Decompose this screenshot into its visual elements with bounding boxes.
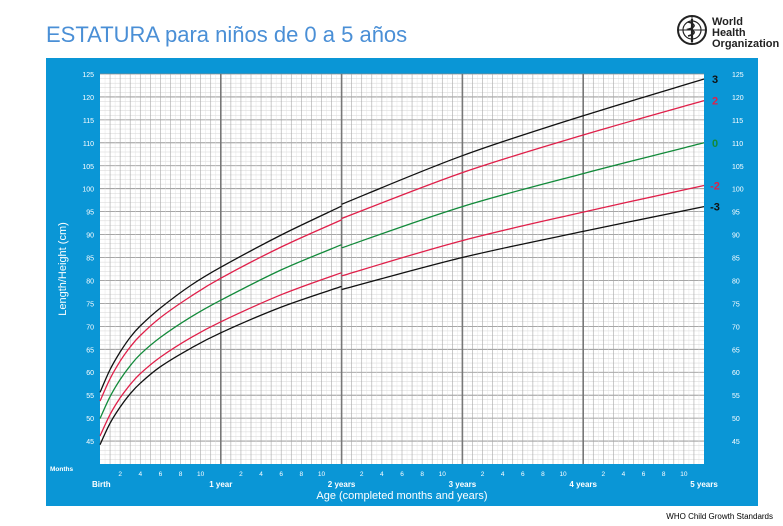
y-tick-label-left: 125	[82, 72, 94, 79]
y-tick-label-right: 110	[732, 141, 743, 148]
series-line-minus3	[341, 205, 705, 291]
month-tick-label: 10	[197, 471, 205, 478]
month-tick-label: 6	[642, 471, 646, 478]
month-tick-label: 10	[680, 471, 688, 478]
y-tick-label-left: 100	[82, 187, 94, 194]
who-logo: World Health Organization	[676, 14, 779, 50]
month-tick-label: 10	[559, 471, 567, 478]
year-tick-label: 3 years	[449, 480, 477, 489]
y-tick-label-left: 90	[86, 233, 94, 240]
month-tick-label: 10	[439, 471, 447, 478]
month-tick-label: 8	[300, 471, 304, 478]
y-tick-label-right: 125	[732, 72, 744, 79]
month-tick-label: 4	[138, 471, 142, 478]
month-tick-label: 6	[279, 471, 283, 478]
month-tick-label: 2	[118, 471, 122, 478]
series-line-2	[99, 219, 342, 402]
y-tick-label-right: 95	[732, 210, 740, 217]
series-label: 2	[712, 96, 718, 108]
months-label: Months	[50, 466, 73, 473]
month-tick-label: 2	[239, 471, 243, 478]
footer-source: WHO Child Growth Standards	[666, 512, 773, 521]
x-axis-label: Age (completed months and years)	[316, 490, 487, 502]
y-tick-label-left: 45	[86, 439, 94, 446]
y-tick-label-left: 75	[86, 301, 94, 308]
y-tick-label-left: 65	[86, 347, 94, 354]
y-tick-label-left: 70	[86, 324, 94, 331]
y-tick-label-left: 110	[83, 141, 94, 148]
month-tick-label: 8	[179, 471, 183, 478]
month-tick-label: 2	[481, 471, 485, 478]
y-tick-label-right: 50	[732, 416, 740, 423]
chart-series	[99, 78, 705, 445]
y-tick-label-left: 105	[82, 164, 94, 171]
month-tick-label: 8	[541, 471, 545, 478]
y-tick-label-right: 45	[732, 439, 740, 446]
y-tick-label-right: 90	[732, 233, 740, 240]
y-tick-label-right: 80	[732, 278, 740, 285]
y-tick-label-right: 70	[732, 324, 740, 331]
series-line-0	[99, 244, 342, 419]
month-tick-label: 6	[159, 471, 163, 478]
y-tick-label-right: 115	[732, 118, 743, 125]
series-line-3	[341, 78, 705, 205]
month-tick-label: 10	[318, 471, 326, 478]
month-tick-label: 4	[622, 471, 626, 478]
series-line-minus2	[99, 272, 342, 437]
organization-name-line2: Organization	[712, 38, 780, 50]
who-emblem-icon	[677, 15, 707, 45]
month-tick-label: 6	[521, 471, 525, 478]
year-tick-label: 4 years	[569, 480, 597, 489]
y-tick-label-right: 100	[732, 187, 744, 194]
y-tick-label-right: 75	[732, 301, 740, 308]
y-tick-label-left: 60	[86, 370, 94, 377]
month-tick-label: 4	[501, 471, 505, 478]
organization-name-line1: World Health	[712, 16, 746, 39]
series-line-0	[341, 142, 705, 249]
series-label: 0	[712, 138, 718, 150]
y-tick-label-left: 115	[83, 118, 94, 125]
y-tick-label-right: 105	[732, 164, 744, 171]
year-tick-label: 5 years	[690, 480, 718, 489]
month-tick-label: 8	[420, 471, 424, 478]
month-tick-label: 2	[360, 471, 364, 478]
series-label: 3	[712, 74, 718, 86]
y-tick-label-left: 55	[86, 393, 94, 400]
y-tick-label-right: 120	[732, 95, 744, 102]
y-tick-label-right: 85	[732, 256, 740, 263]
series-label: -3	[710, 202, 720, 214]
y-axis-label: Length/Height (cm)	[57, 222, 69, 316]
year-tick-label: 2 years	[328, 480, 356, 489]
year-tick-label: Birth	[92, 480, 111, 489]
y-tick-label-right: 65	[732, 347, 740, 354]
series-line-2	[341, 99, 705, 220]
series-line-minus2	[341, 184, 705, 277]
month-tick-label: 4	[380, 471, 384, 478]
series-line-3	[99, 205, 342, 393]
series-label: -2	[710, 180, 720, 192]
year-tick-label: 1 year	[209, 480, 232, 489]
organization-name: World Health Organization	[712, 17, 779, 50]
y-tick-label-left: 50	[86, 416, 94, 423]
month-tick-label: 4	[259, 471, 263, 478]
series-line-minus3	[99, 285, 342, 445]
y-tick-label-left: 95	[86, 210, 94, 217]
page-title: ESTATURA para niños de 0 a 5 años	[46, 22, 408, 47]
y-tick-label-left: 85	[86, 256, 94, 263]
chart-grid	[100, 73, 704, 464]
y-tick-label-left: 120	[82, 95, 94, 102]
month-tick-label: 6	[400, 471, 404, 478]
y-tick-label-right: 55	[732, 393, 740, 400]
month-tick-label: 2	[602, 471, 606, 478]
y-tick-label-left: 80	[86, 278, 94, 285]
y-tick-label-right: 60	[732, 370, 740, 377]
month-tick-label: 8	[662, 471, 666, 478]
